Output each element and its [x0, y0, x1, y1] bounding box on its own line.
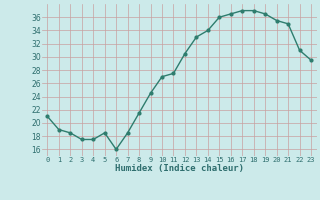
X-axis label: Humidex (Indice chaleur): Humidex (Indice chaleur): [115, 164, 244, 173]
